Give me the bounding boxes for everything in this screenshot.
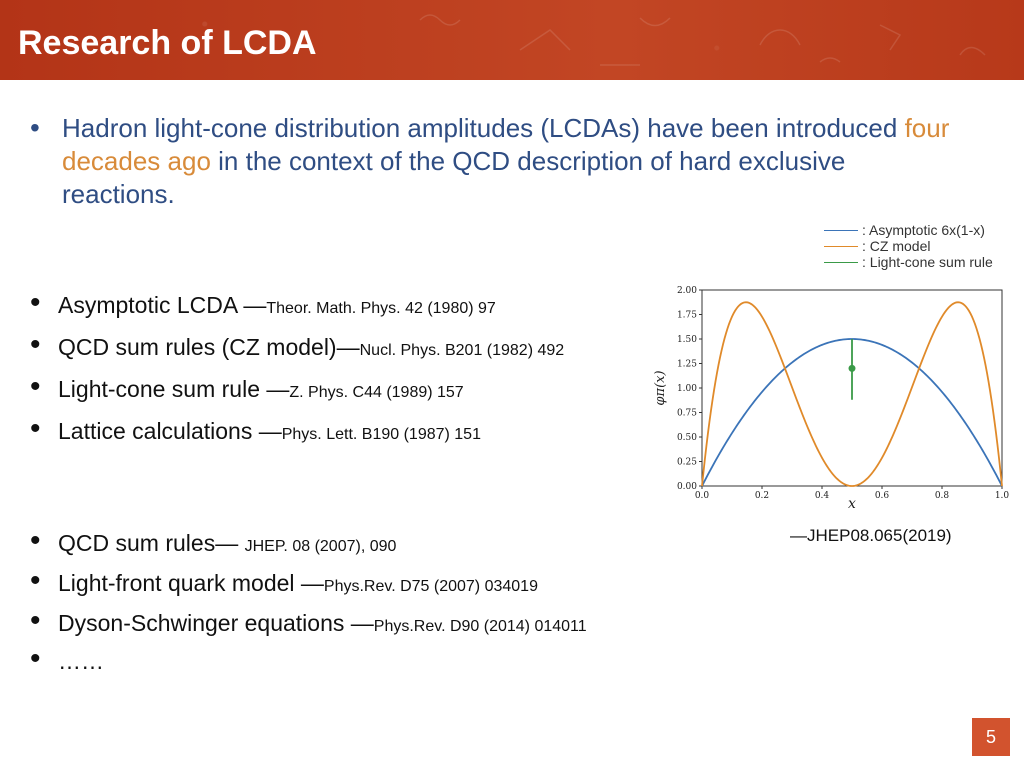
- legend-item-asymptotic: : Asymptotic 6x(1-x): [824, 222, 993, 238]
- item-reference: Nucl. Phys. B201 (1982) 492: [359, 342, 565, 359]
- y-tick-label: 0.25: [677, 458, 697, 468]
- item-label: QCD sum rules (CZ model)—: [58, 334, 360, 360]
- item-reference: Phys.Rev. D75 (2007) 034019: [323, 578, 538, 595]
- item-label: Light-front quark model —: [58, 570, 324, 596]
- intro-text-after: in the context of the QCD description of…: [62, 146, 846, 209]
- item-label: Lattice calculations —: [58, 418, 282, 444]
- x-tick-label: 0.4: [815, 491, 830, 501]
- x-tick-label: 0.0: [695, 491, 710, 501]
- bullet: •: [30, 286, 41, 319]
- item-reference: Z. Phys. C44 (1989) 157: [289, 384, 464, 401]
- bullet: •: [30, 642, 41, 675]
- item-reference: Phys.Rev. D90 (2014) 014011: [373, 618, 587, 635]
- item-label: Asymptotic LCDA —: [58, 292, 267, 318]
- x-tick-label: 0.8: [935, 491, 950, 501]
- list-item-text: Asymptotic LCDA —Theor. Math. Phys. 42 (…: [58, 292, 496, 319]
- header-banner: Research of LCDA: [0, 0, 1024, 80]
- list-item-text: Dyson-Schwinger equations —Phys.Rev. D90…: [58, 610, 587, 637]
- list-item-text: Light-front quark model —Phys.Rev. D75 (…: [58, 570, 538, 597]
- y-tick-label: 0.50: [677, 433, 697, 443]
- legend-label: : Asymptotic 6x(1-x): [862, 222, 985, 238]
- chart-caption: —JHEP08.065(2019): [790, 526, 952, 545]
- lcda-chart: 0.0 0.2 0.4 0.6 0.8 1.0 0.00 0.25 0.50 0.75 1.00 1.…: [653, 286, 1010, 510]
- y-tick-label: 1.00: [677, 384, 697, 394]
- bullet: •: [30, 370, 41, 403]
- legend-swatch: [824, 229, 858, 231]
- chart-legend: : Asymptotic 6x(1-x) : CZ model : Light-…: [824, 222, 993, 270]
- item-label: QCD sum rules—: [58, 530, 245, 556]
- item-label: Light-cone sum rule —: [58, 376, 290, 402]
- bullet: •: [30, 604, 41, 637]
- intro-paragraph: Hadron light-cone distribution amplitude…: [62, 112, 962, 211]
- x-axis-label: x: [848, 496, 856, 510]
- intro-text-before: Hadron light-cone distribution amplitude…: [62, 113, 905, 143]
- item-label: Dyson-Schwinger equations —: [58, 610, 374, 636]
- legend-item-cz: : CZ model: [824, 238, 993, 254]
- legend-item-lcsr: : Light-cone sum rule: [824, 254, 993, 270]
- series-line-cz-model: [701, 301, 1003, 487]
- page-number-badge: 5: [972, 718, 1010, 756]
- list-item-text: Lattice calculations —Phys. Lett. B190 (…: [58, 418, 481, 445]
- x-tick-label: 0.6: [875, 491, 890, 501]
- y-tick-label: 1.25: [677, 360, 697, 370]
- slide-title: Research of LCDA: [18, 24, 317, 62]
- bullet: •: [30, 524, 41, 557]
- x-tick-label: 0.2: [755, 491, 769, 501]
- item-label: ……: [58, 648, 104, 674]
- y-axis-label: φπ(x): [653, 370, 668, 405]
- y-tick-label: 0.00: [677, 482, 697, 492]
- intro-highlight: four decades ago: [62, 113, 950, 176]
- lcsr-data-point: [848, 364, 856, 372]
- formula-pattern-decoration: [419, 14, 986, 66]
- list-item-text: QCD sum rules— JHEP. 08 (2007), 090: [58, 530, 396, 557]
- legend-swatch: [824, 261, 858, 263]
- list-item-text: ……: [58, 648, 104, 675]
- item-reference: Theor. Math. Phys. 42 (1980) 97: [266, 300, 496, 317]
- legend-label: : CZ model: [862, 238, 931, 254]
- bullet: •: [30, 564, 41, 597]
- y-tick-label: 0.75: [677, 409, 697, 419]
- x-tick-label: 1.0: [995, 491, 1010, 501]
- y-tick-label: 1.75: [677, 311, 697, 321]
- bullet: •: [30, 412, 41, 445]
- list-item-text: Light-cone sum rule —Z. Phys. C44 (1989)…: [58, 376, 464, 403]
- bullet: •: [30, 328, 41, 361]
- intro-bullet: •: [30, 112, 40, 143]
- y-tick-label: 2.00: [677, 286, 697, 296]
- item-reference: Phys. Lett. B190 (1987) 151: [281, 426, 481, 443]
- y-tick-label: 1.50: [677, 335, 697, 345]
- legend-swatch: [824, 245, 858, 247]
- item-reference: JHEP. 08 (2007), 090: [244, 538, 397, 555]
- list-item-text: QCD sum rules (CZ model)—Nucl. Phys. B20…: [58, 334, 564, 361]
- legend-label: : Light-cone sum rule: [862, 254, 993, 270]
